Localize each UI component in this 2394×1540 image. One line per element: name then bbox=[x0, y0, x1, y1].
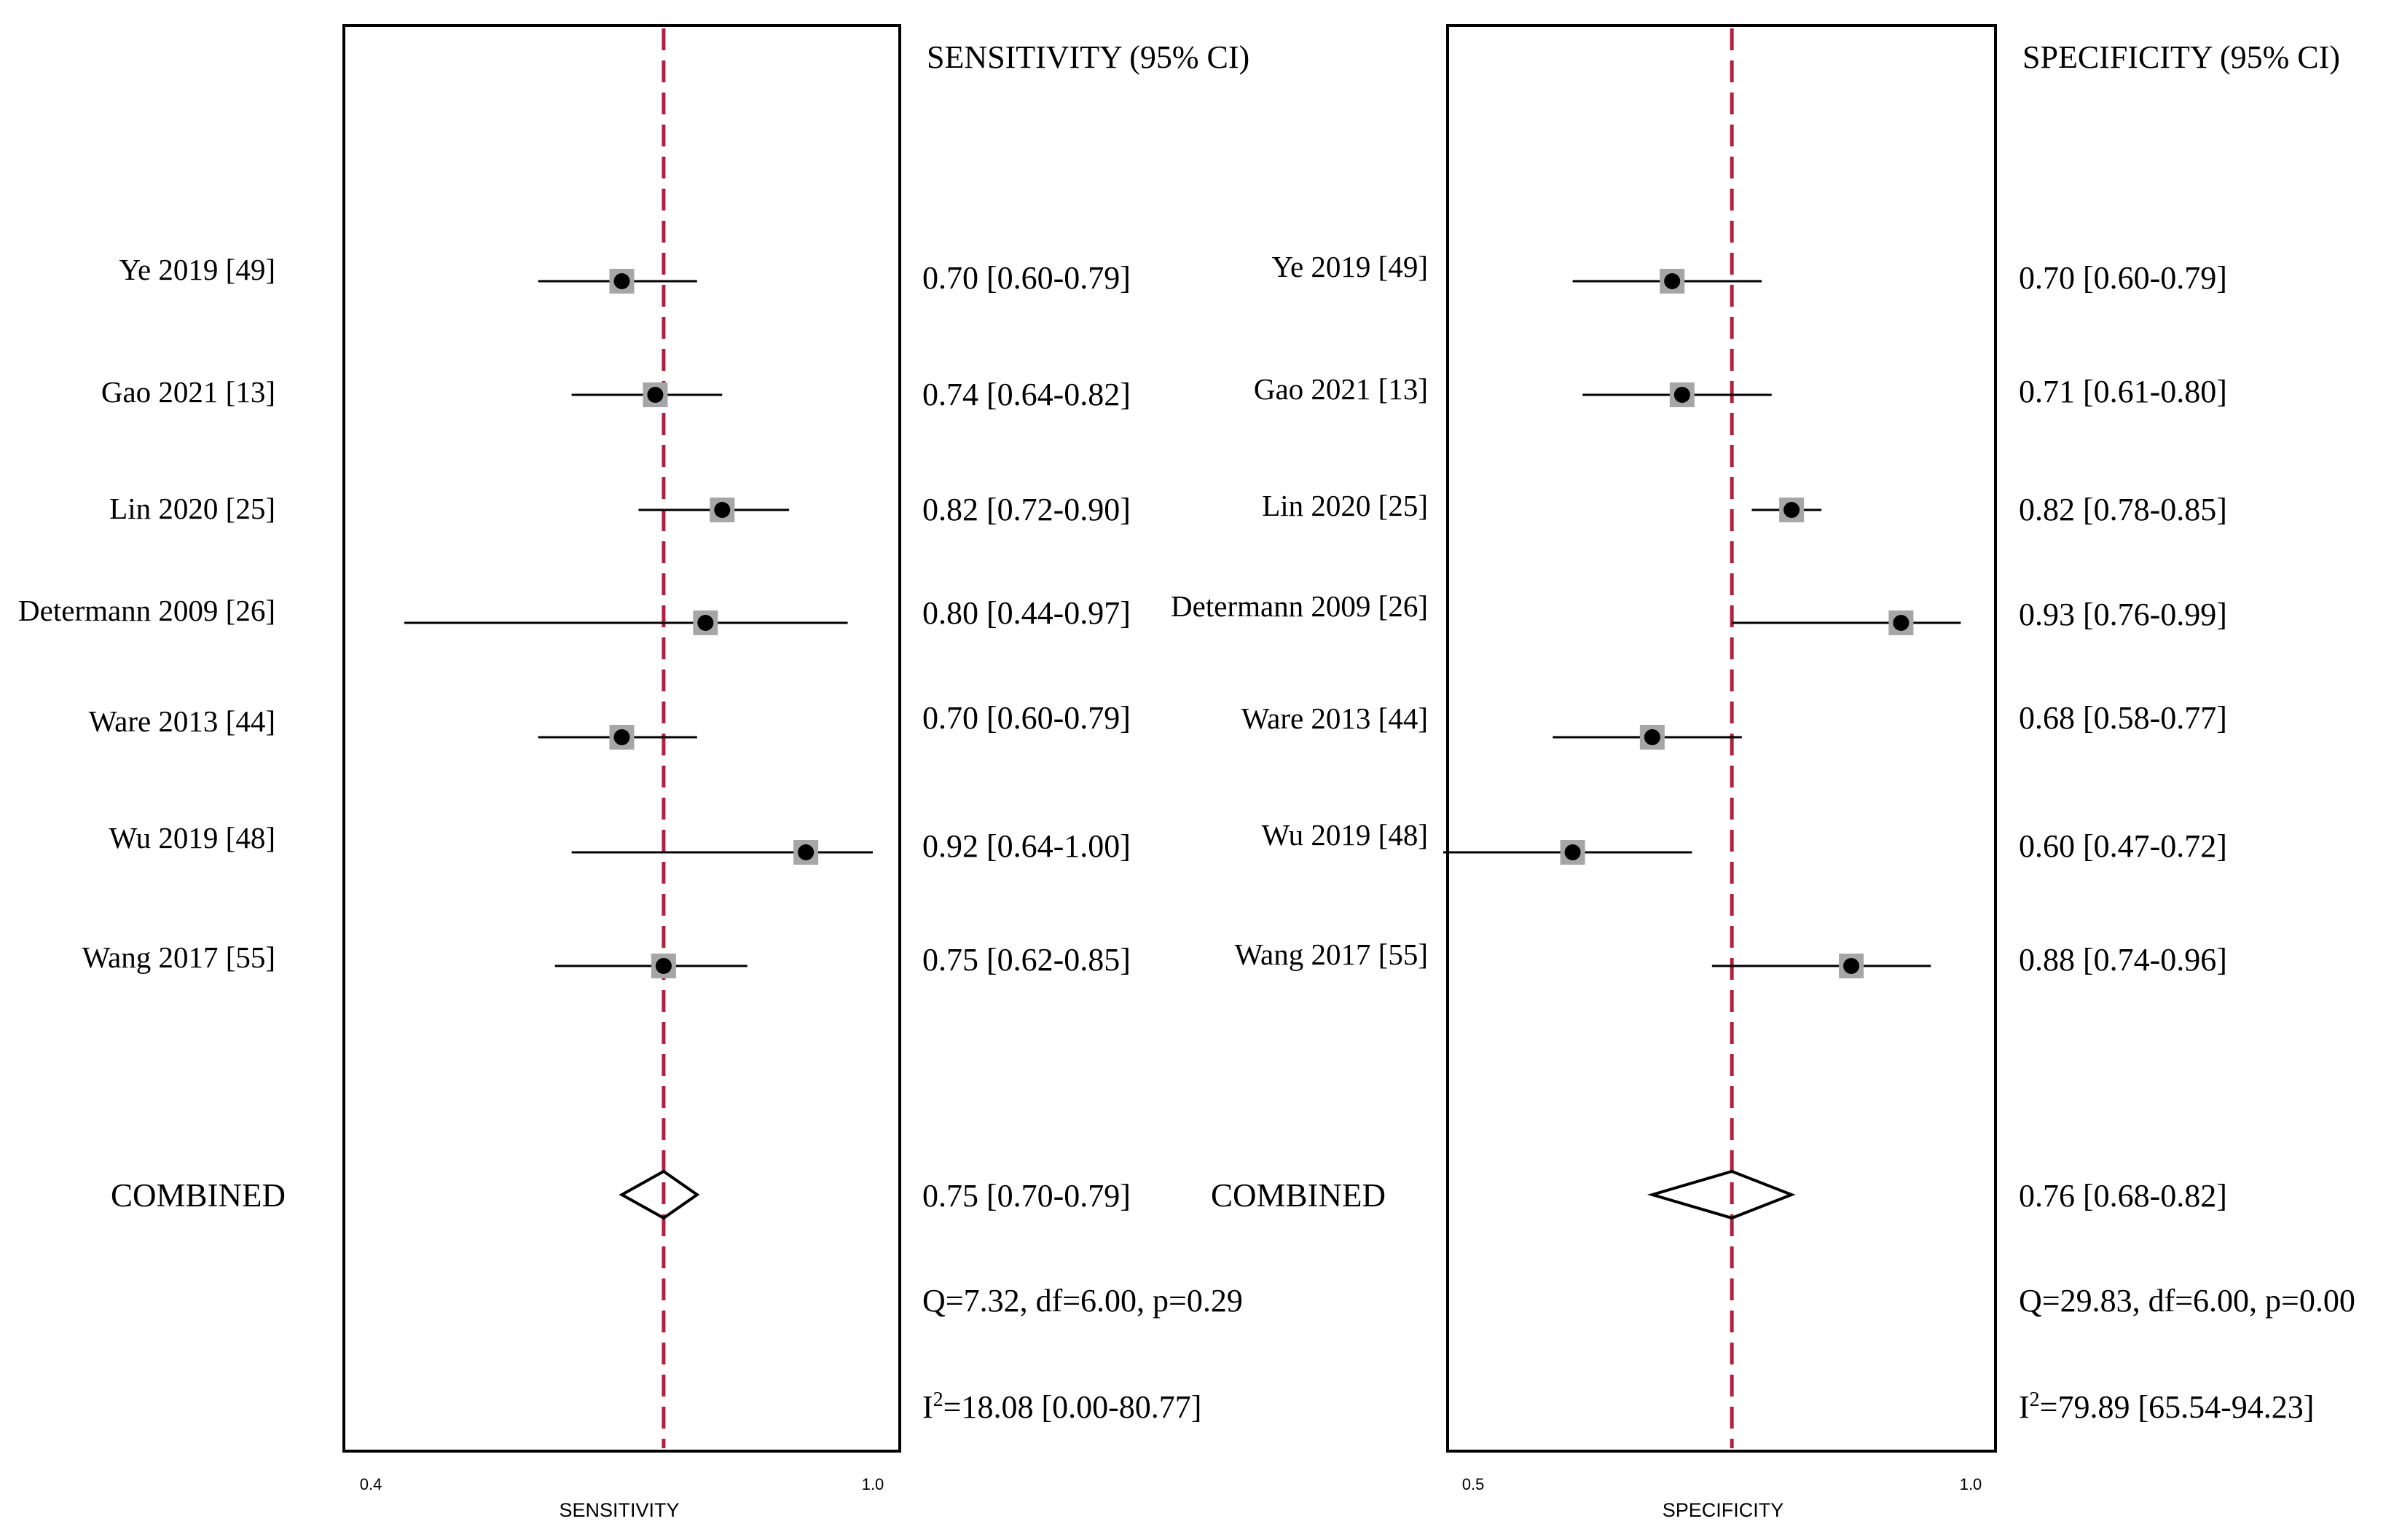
point-estimate bbox=[655, 958, 672, 974]
q-statistic: Q=7.32, df=6.00, p=0.29 bbox=[922, 1283, 1243, 1319]
study-value: 0.75 [0.62-0.85] bbox=[922, 942, 1131, 978]
study-row: Lin 2020 [25] 0.82 [0.78-0.85] bbox=[1262, 489, 2227, 527]
i2-statistic: I2=18.08 [0.00-80.77] bbox=[922, 1388, 1201, 1425]
forest-panel-sensitivity: SENSITIVITY (95% CI) Ye 2019 [49] 0.70 [0.… bbox=[18, 24, 1249, 1521]
study-value: 0.82 [0.78-0.85] bbox=[2019, 492, 2227, 527]
study-label: Ye 2019 [49] bbox=[1271, 250, 1428, 283]
combined-label: COMBINED bbox=[1211, 1177, 1386, 1214]
study-label: Determann 2009 [26] bbox=[1171, 589, 1428, 623]
study-value: 0.70 [0.60-0.79] bbox=[922, 260, 1131, 296]
plot-frame bbox=[1446, 24, 1997, 1453]
study-label: Wang 2017 [55] bbox=[1235, 938, 1428, 971]
point-estimate bbox=[1783, 502, 1800, 518]
study-row: Determann 2009 [26] 0.93 [0.76-0.99] bbox=[1171, 589, 2227, 635]
point-estimate bbox=[1893, 615, 1910, 631]
i2-statistic: I2=79.89 [65.54-94.23] bbox=[2019, 1388, 2314, 1425]
study-value: 0.82 [0.72-0.90] bbox=[922, 492, 1131, 527]
study-value: 0.80 [0.44-0.97] bbox=[922, 595, 1131, 631]
point-estimate bbox=[613, 273, 630, 289]
combined-value: 0.75 [0.70-0.79] bbox=[922, 1178, 1131, 1214]
combined-label: COMBINED bbox=[111, 1177, 286, 1214]
study-row: Ware 2013 [44] 0.68 [0.58-0.77] bbox=[1241, 700, 2227, 750]
point-estimate bbox=[798, 844, 815, 860]
study-label: Lin 2020 [25] bbox=[109, 492, 275, 525]
x-axis-label: SPECIFICITY bbox=[1663, 1499, 1784, 1521]
i2-letter: I bbox=[922, 1389, 933, 1425]
i2-value: =79.89 [65.54-94.23] bbox=[2040, 1389, 2315, 1425]
study-row: Wang 2017 [55] 0.75 [0.62-0.85] bbox=[82, 940, 1131, 978]
study-row: Gao 2021 [13] 0.74 [0.64-0.82] bbox=[101, 375, 1131, 412]
study-value: 0.71 [0.61-0.80] bbox=[2019, 374, 2227, 409]
study-row: Gao 2021 [13] 0.71 [0.61-0.80] bbox=[1254, 372, 2227, 409]
study-row: Ye 2019 [49] 0.70 [0.60-0.79] bbox=[119, 253, 1130, 296]
study-value: 0.92 [0.64-1.00] bbox=[922, 828, 1131, 864]
plot-frame bbox=[342, 24, 901, 1453]
study-row: Determann 2009 [26] 0.80 [0.44-0.97] bbox=[18, 594, 1131, 635]
x-axis-label: SENSITIVITY bbox=[559, 1499, 679, 1521]
study-value: 0.74 [0.64-0.82] bbox=[922, 377, 1131, 412]
point-estimate bbox=[1673, 387, 1690, 403]
combined-diamond bbox=[619, 1169, 700, 1220]
point-estimate bbox=[1564, 844, 1581, 860]
study-label: Ware 2013 [44] bbox=[1241, 702, 1428, 735]
study-label: Wu 2019 [48] bbox=[1262, 818, 1428, 852]
study-value: 0.60 [0.47-0.72] bbox=[2019, 828, 2227, 864]
study-value: 0.68 [0.58-0.77] bbox=[2019, 700, 2227, 736]
forest-panel-specificity: SPECIFICITY (95% CI) Ye 2019 [49] 0.70 [0.… bbox=[1171, 24, 2355, 1521]
study-label: Wang 2017 [55] bbox=[82, 940, 275, 974]
study-value: 0.70 [0.60-0.79] bbox=[2019, 260, 2227, 296]
i2-letter: I bbox=[2019, 1389, 2030, 1425]
i2-superscript: 2 bbox=[933, 1388, 943, 1411]
study-label: Determann 2009 [26] bbox=[18, 594, 275, 627]
study-row: Wu 2019 [48] 0.60 [0.47-0.72] bbox=[1262, 818, 2227, 865]
x-tick-label: 0.4 bbox=[360, 1475, 382, 1493]
x-tick-label: 0.5 bbox=[1462, 1475, 1485, 1493]
x-tick-label: 1.0 bbox=[1960, 1475, 1982, 1493]
x-tick-label: 1.0 bbox=[862, 1475, 884, 1493]
study-value: 0.93 [0.76-0.99] bbox=[2019, 597, 2227, 632]
study-label: Lin 2020 [25] bbox=[1262, 489, 1428, 522]
study-label: Ye 2019 [49] bbox=[119, 253, 275, 286]
point-estimate bbox=[613, 729, 630, 745]
study-row: Wu 2019 [48] 0.92 [0.64-1.00] bbox=[109, 821, 1131, 865]
study-label: Gao 2021 [13] bbox=[101, 375, 275, 409]
study-label: Wu 2019 [48] bbox=[109, 821, 275, 855]
i2-value: =18.08 [0.00-80.77] bbox=[943, 1389, 1202, 1425]
point-estimate bbox=[1644, 729, 1660, 745]
point-estimate bbox=[1664, 273, 1681, 289]
study-value: 0.70 [0.60-0.79] bbox=[922, 700, 1131, 736]
study-label: Ware 2013 [44] bbox=[89, 704, 275, 738]
study-row: Ware 2013 [44] 0.70 [0.60-0.79] bbox=[89, 700, 1131, 750]
point-estimate bbox=[1843, 958, 1860, 974]
column-header: SENSITIVITY (95% CI) bbox=[927, 39, 1249, 75]
study-label: Gao 2021 [13] bbox=[1254, 372, 1428, 406]
column-header: SPECIFICITY (95% CI) bbox=[2022, 39, 2340, 75]
point-estimate bbox=[714, 502, 731, 518]
study-row: Wang 2017 [55] 0.88 [0.74-0.96] bbox=[1235, 938, 2227, 978]
point-estimate bbox=[647, 387, 664, 403]
study-row: Lin 2020 [25] 0.82 [0.72-0.90] bbox=[109, 492, 1131, 527]
q-statistic: Q=29.83, df=6.00, p=0.00 bbox=[2019, 1283, 2355, 1319]
study-value: 0.88 [0.74-0.96] bbox=[2019, 942, 2227, 978]
combined-diamond bbox=[1647, 1169, 1796, 1220]
i2-superscript: 2 bbox=[2030, 1388, 2040, 1411]
point-estimate bbox=[697, 615, 714, 631]
combined-value: 0.76 [0.68-0.82] bbox=[2019, 1178, 2227, 1214]
study-row: Ye 2019 [49] 0.70 [0.60-0.79] bbox=[1271, 250, 2226, 296]
